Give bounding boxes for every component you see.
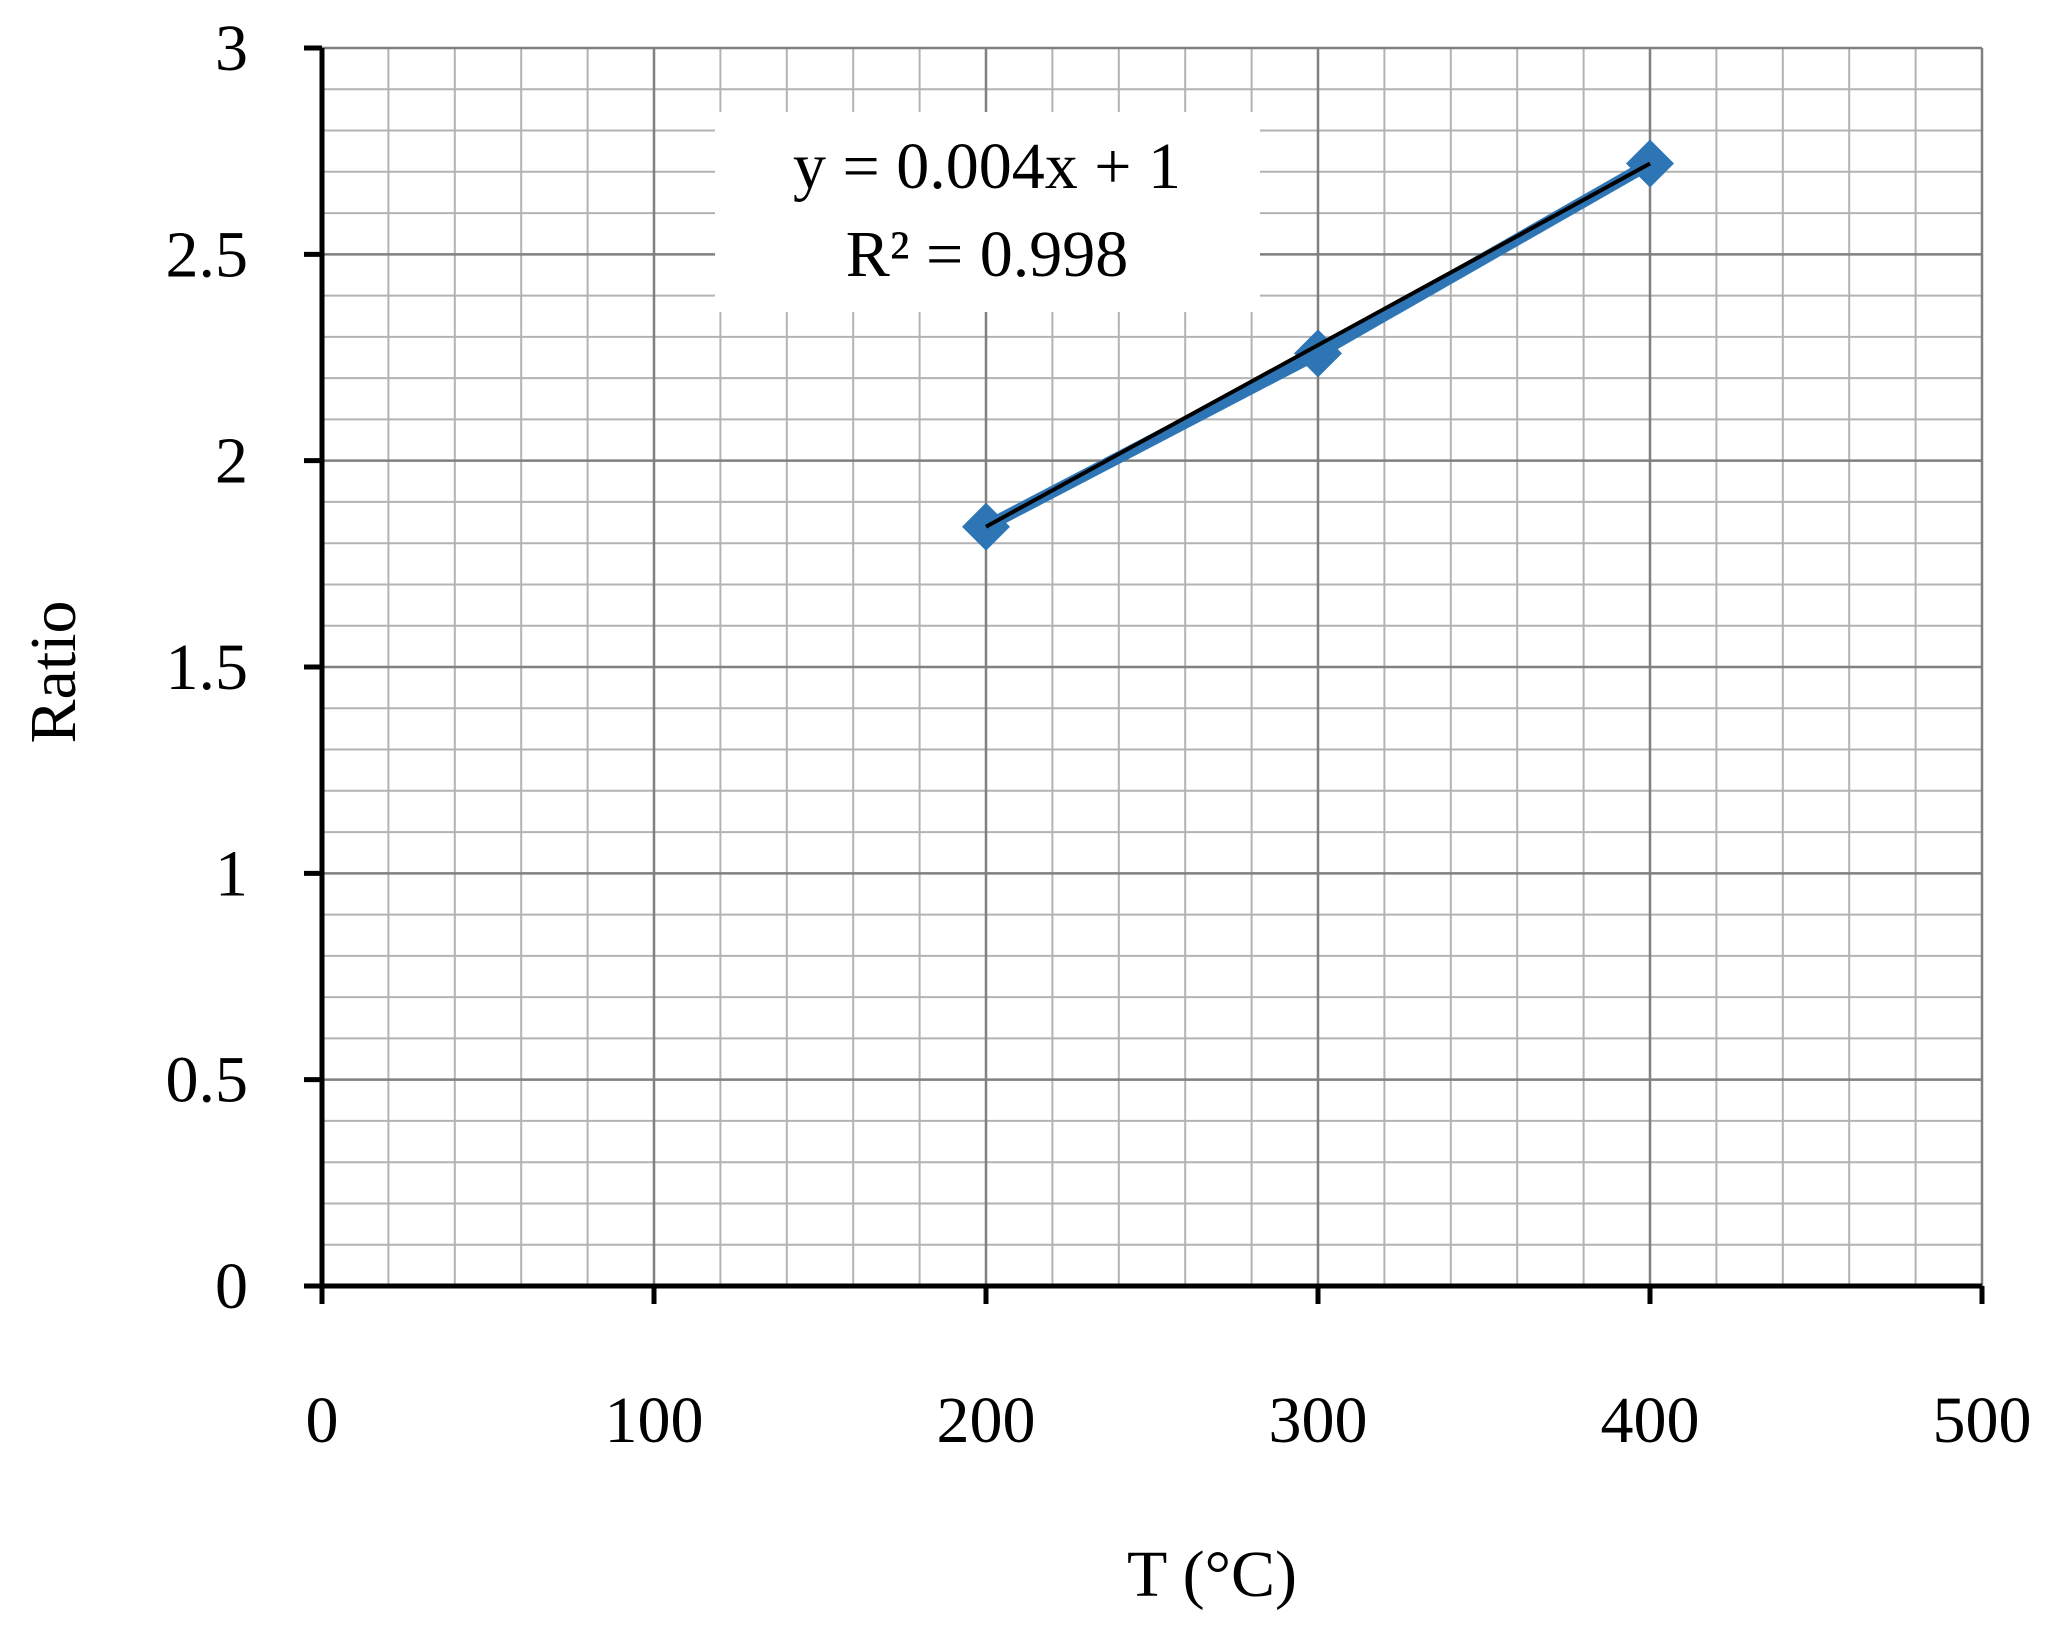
x-tick-label: 300 [1269, 1384, 1368, 1457]
x-tick-label: 200 [937, 1384, 1036, 1457]
y-tick-label: 2 [215, 425, 248, 498]
y-tick-label: 0.5 [166, 1044, 249, 1117]
trendline-equation: y = 0.004x + 1 [793, 130, 1181, 203]
x-tick-label: 0 [306, 1384, 339, 1457]
x-axis-title: T (°C) [1127, 1538, 1297, 1611]
y-tick-label: 0 [215, 1250, 248, 1323]
x-tick-label: 400 [1601, 1384, 1700, 1457]
trendline [985, 161, 1651, 529]
data-point-marker [1294, 329, 1342, 378]
x-tick-labels: 0 100 200 300 400 500 [306, 1384, 2032, 1457]
y-tick-label: 1 [215, 837, 248, 910]
x-tick-label: 500 [1933, 1384, 2032, 1457]
x-tick-label: 100 [605, 1384, 704, 1457]
data-series [962, 139, 1674, 551]
equation-label: y = 0.004x + 1 R² = 0.998 [715, 112, 1260, 312]
y-tick-label: 1.5 [166, 631, 249, 704]
y-tick-label: 3 [215, 12, 248, 85]
major-gridlines [322, 46, 1984, 1286]
axes [304, 45, 1985, 1304]
y-axis-title: Ratio [17, 601, 90, 744]
y-tick-label: 2.5 [166, 218, 249, 291]
trendline-r-squared: R² = 0.998 [846, 218, 1129, 291]
y-tick-labels: 0 0.5 1 1.5 2 2.5 3 [166, 12, 249, 1323]
equation-background [715, 112, 1260, 312]
